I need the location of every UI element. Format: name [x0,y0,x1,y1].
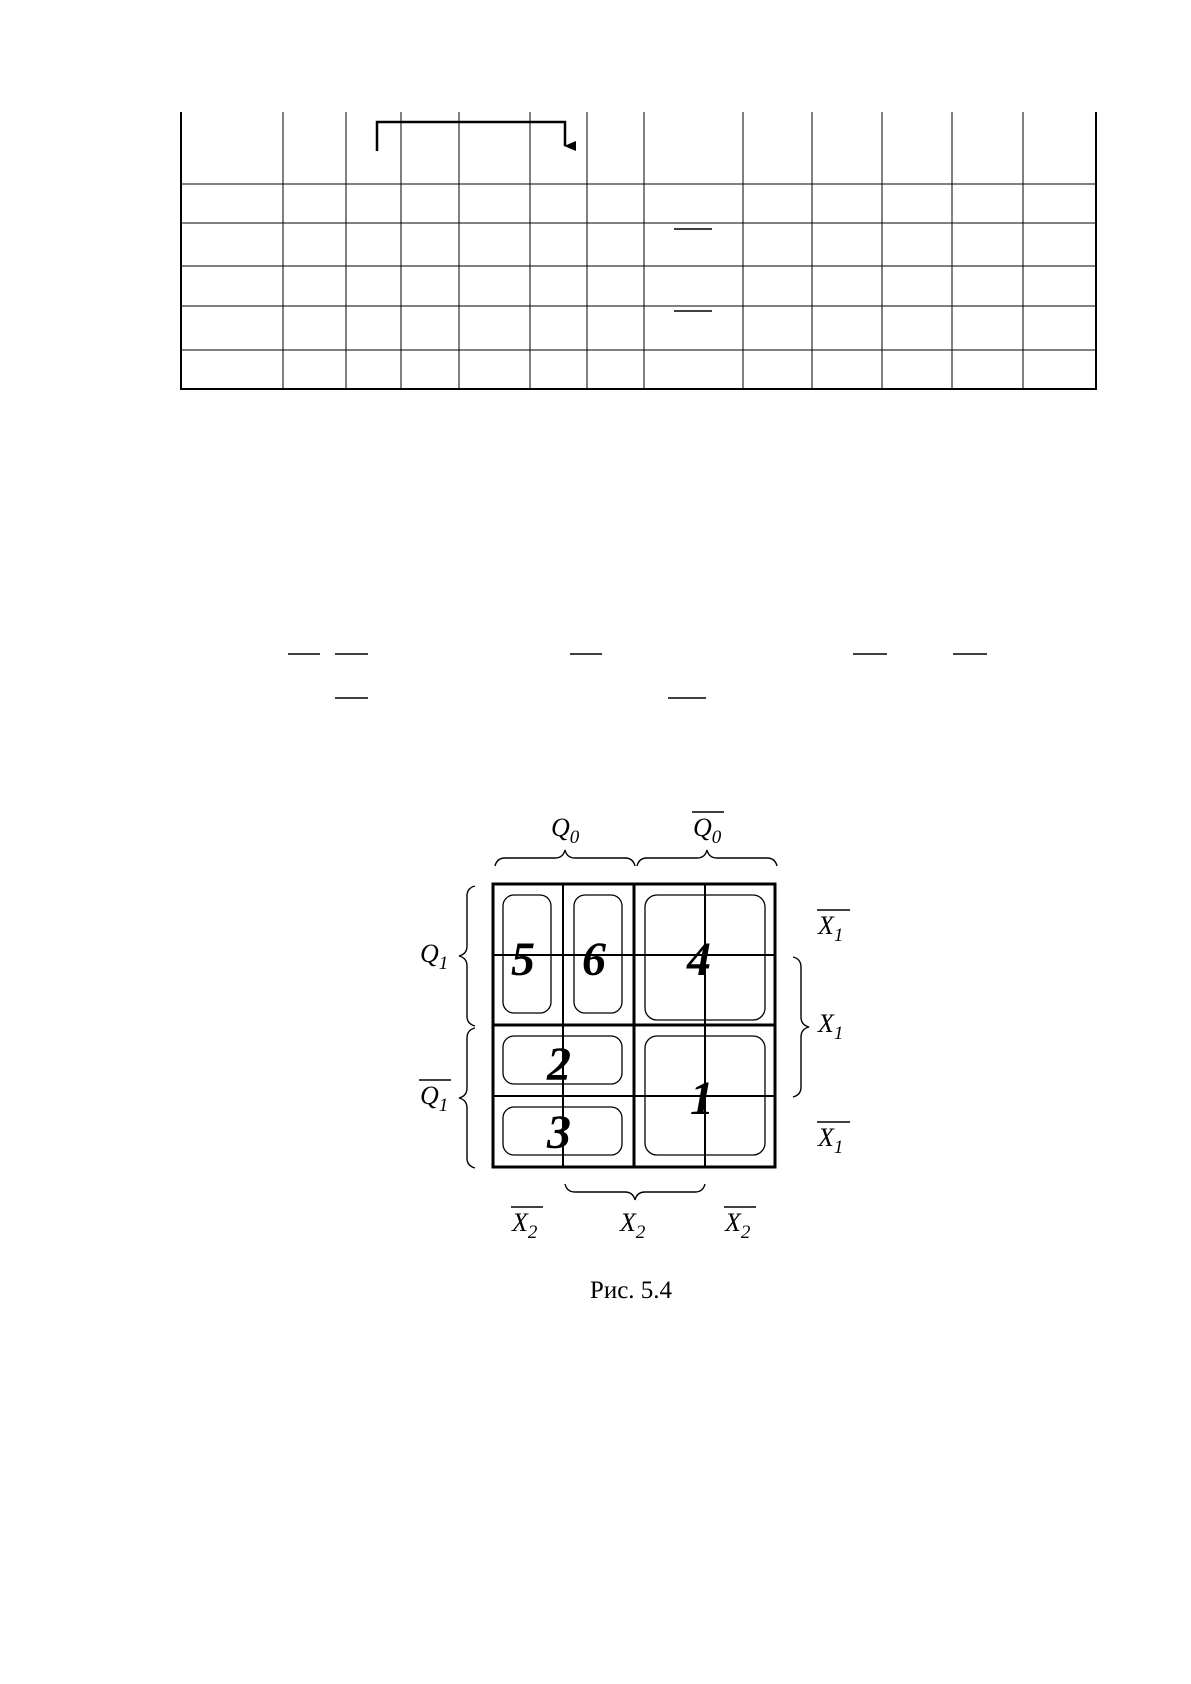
label-x1-bar-top: X1 [817,911,843,946]
variable-labels: Q0 Q0 Q1 Q1 X1 X1 X1 X2 X2 X2 [419,811,850,1243]
header-arrow [375,120,576,151]
label-q0-bar: Q0 [693,813,722,848]
label-x1-bar-bottom: X1 [817,1123,843,1158]
state-table [180,112,1097,390]
label-x2-bar-left: X2 [511,1208,538,1243]
brace-x2 [564,1183,706,1201]
label-x2-bar-right: X2 [724,1208,751,1243]
group-6-number: 6 [582,933,606,986]
label-x2: X2 [619,1208,646,1243]
kmap-grid [491,882,777,1169]
group-2-number: 2 [546,1038,571,1091]
group-5-number: 5 [511,933,535,986]
brace-q0-bar [636,849,778,867]
group-3-number: 3 [546,1106,571,1159]
brace-q1-bar [458,1027,476,1169]
label-x1: X1 [817,1009,843,1044]
label-q1-bar: Q1 [420,1081,448,1116]
label-q0: Q0 [551,813,580,848]
figure-caption: Рис. 5.4 [590,1277,673,1304]
karnaugh-map: 5 6 4 2 3 1 Q0 Q0 [419,811,850,1243]
braces [458,849,810,1201]
label-q1: Q1 [420,939,448,974]
group-numbers: 5 6 4 2 3 1 [511,933,714,1159]
formula-overlines [288,653,987,699]
group-1-number: 1 [690,1072,714,1125]
brace-x1 [792,956,810,1098]
brace-q0 [494,849,636,867]
group-4-number: 4 [686,933,711,986]
brace-q1 [458,885,476,1027]
